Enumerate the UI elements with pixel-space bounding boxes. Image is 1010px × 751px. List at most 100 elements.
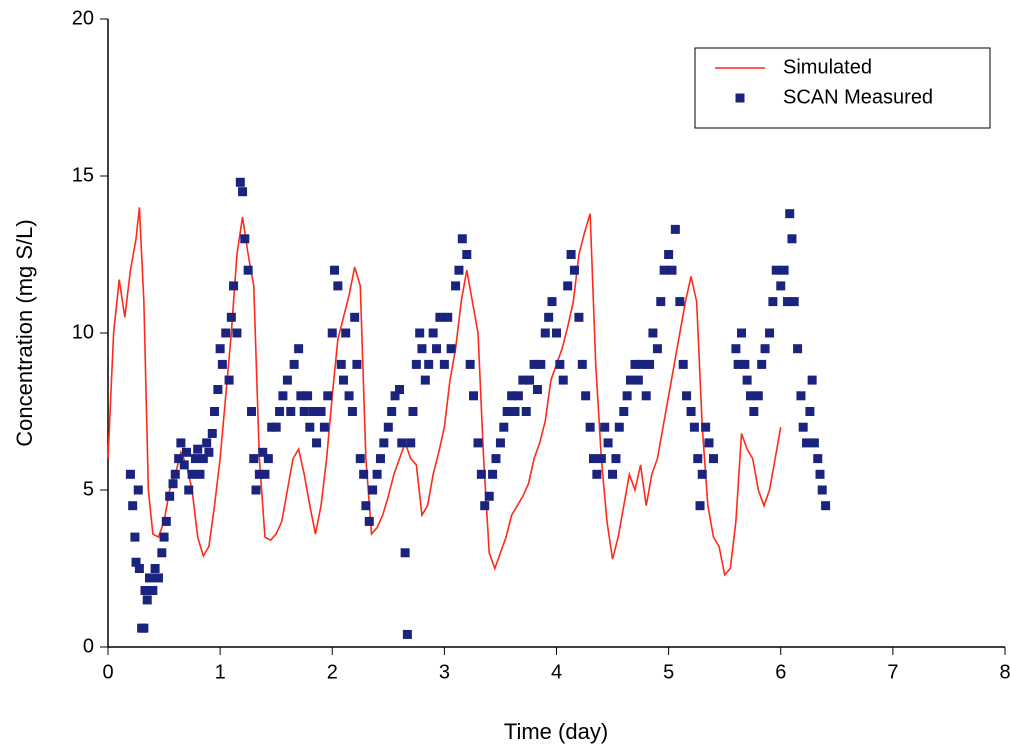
measured-point — [352, 359, 362, 369]
measured-point — [793, 344, 803, 354]
measured-point — [275, 407, 285, 416]
measured-point — [187, 469, 197, 479]
measured-point — [446, 344, 456, 354]
measured-point — [502, 407, 512, 416]
measured-point — [402, 629, 412, 639]
measured-point — [202, 438, 212, 448]
measured-point — [675, 297, 685, 307]
measured-point — [807, 375, 817, 385]
measured-point — [443, 312, 453, 322]
y-tick-label: 20 — [72, 7, 94, 29]
measured-point — [213, 385, 223, 395]
measured-point — [294, 344, 304, 354]
measured-point — [664, 250, 674, 259]
measured-point — [817, 485, 827, 495]
legend-label: Simulated — [783, 56, 872, 78]
measured-point — [484, 491, 494, 501]
measured-point — [387, 407, 397, 416]
measured-point — [473, 438, 483, 448]
measured-point — [364, 516, 374, 526]
measured-point — [701, 422, 711, 432]
x-tick-label: 5 — [663, 661, 674, 683]
measured-point — [329, 265, 339, 275]
measured-point — [336, 359, 346, 369]
measured-point — [193, 444, 203, 454]
measured-point — [224, 375, 234, 385]
measured-point — [569, 265, 579, 275]
y-tick-label: 5 — [83, 478, 94, 500]
measured-point — [622, 391, 632, 401]
legend-marker — [735, 93, 745, 103]
measured-point — [771, 265, 781, 275]
measured-point — [768, 297, 778, 307]
measured-point — [633, 375, 643, 385]
measured-point — [809, 438, 819, 448]
measured-point — [341, 328, 351, 338]
measured-point — [375, 454, 385, 464]
measured-point — [513, 391, 523, 401]
measured-point — [670, 224, 680, 234]
legend-label: SCAN Measured — [783, 86, 933, 108]
measured-point — [656, 297, 666, 307]
measured-point — [415, 328, 425, 338]
measured-point — [217, 359, 227, 369]
measured-point — [406, 438, 416, 448]
measured-point — [397, 438, 407, 448]
measured-point — [499, 422, 509, 432]
measured-point — [299, 407, 309, 416]
measured-point — [454, 265, 464, 275]
measured-point — [159, 532, 169, 542]
measured-point — [697, 469, 707, 479]
measured-point — [731, 344, 741, 354]
measured-point — [249, 454, 259, 464]
measured-point — [813, 454, 823, 464]
measured-point — [240, 234, 250, 244]
measured-point — [740, 359, 750, 369]
measured-point — [131, 557, 141, 567]
measured-point — [521, 407, 531, 416]
measured-point — [260, 469, 270, 479]
measured-point — [488, 469, 498, 479]
measured-point — [359, 469, 369, 479]
measured-point — [435, 312, 445, 322]
measured-point — [133, 485, 143, 495]
measured-point — [168, 479, 178, 489]
measured-point — [695, 501, 705, 511]
measured-point — [148, 585, 158, 595]
measured-point — [319, 422, 329, 432]
measured-point — [742, 375, 752, 385]
measured-point — [608, 469, 618, 479]
measured-point — [547, 297, 557, 307]
measured-point — [776, 281, 786, 291]
measured-point — [282, 375, 292, 385]
measured-point — [128, 501, 138, 511]
x-tick-label: 6 — [775, 661, 786, 683]
measured-point — [760, 344, 770, 354]
measured-point — [347, 407, 357, 416]
measured-point — [678, 359, 688, 369]
measured-point — [451, 281, 461, 291]
measured-point — [469, 391, 479, 401]
measured-point — [555, 359, 565, 369]
measured-point — [204, 447, 214, 457]
measured-point — [305, 422, 315, 432]
measured-point — [552, 328, 561, 338]
measured-point — [592, 469, 602, 479]
measured-point — [563, 281, 573, 291]
measured-point — [693, 454, 703, 464]
measured-point — [226, 312, 236, 322]
measured-point — [251, 485, 261, 495]
measured-point — [686, 407, 696, 416]
measured-point — [140, 585, 150, 595]
measured-point — [417, 344, 427, 354]
measured-point — [263, 454, 273, 464]
x-tick-label: 2 — [327, 661, 338, 683]
measured-point — [821, 501, 831, 511]
measured-point — [737, 328, 747, 338]
measured-point — [157, 548, 167, 558]
measured-point — [581, 391, 591, 401]
measured-point — [238, 187, 248, 197]
measured-point — [170, 469, 180, 479]
measured-point — [198, 454, 208, 464]
measured-point — [659, 265, 669, 275]
